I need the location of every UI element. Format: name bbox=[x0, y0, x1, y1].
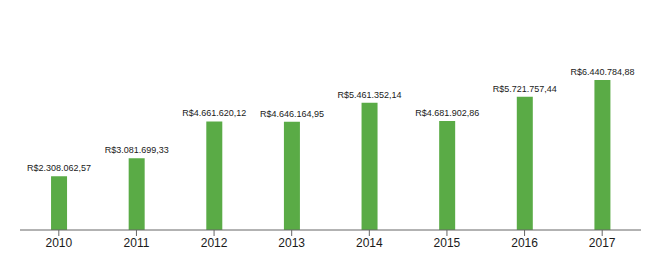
svg-text:2016: 2016 bbox=[511, 236, 538, 250]
svg-text:2014: 2014 bbox=[356, 236, 383, 250]
svg-text:R$4.646.164,95: R$4.646.164,95 bbox=[260, 109, 324, 119]
svg-text:R$6.440.784,88: R$6.440.784,88 bbox=[570, 67, 634, 77]
svg-text:R$5.721.757,44: R$5.721.757,44 bbox=[493, 84, 557, 94]
svg-text:2010: 2010 bbox=[45, 236, 72, 250]
svg-text:2012: 2012 bbox=[201, 236, 228, 250]
svg-text:2017: 2017 bbox=[589, 236, 616, 250]
svg-text:R$5.461.352,14: R$5.461.352,14 bbox=[338, 90, 402, 100]
svg-text:2015: 2015 bbox=[434, 236, 461, 250]
svg-text:R$4.681.902,86: R$4.681.902,86 bbox=[415, 108, 479, 118]
svg-text:R$3.081.699,33: R$3.081.699,33 bbox=[105, 145, 169, 155]
svg-text:2013: 2013 bbox=[278, 236, 305, 250]
svg-text:2011: 2011 bbox=[124, 236, 150, 250]
svg-text:R$4.661.620,12: R$4.661.620,12 bbox=[182, 108, 246, 118]
svg-text:R$2.308.062,57: R$2.308.062,57 bbox=[27, 163, 91, 173]
